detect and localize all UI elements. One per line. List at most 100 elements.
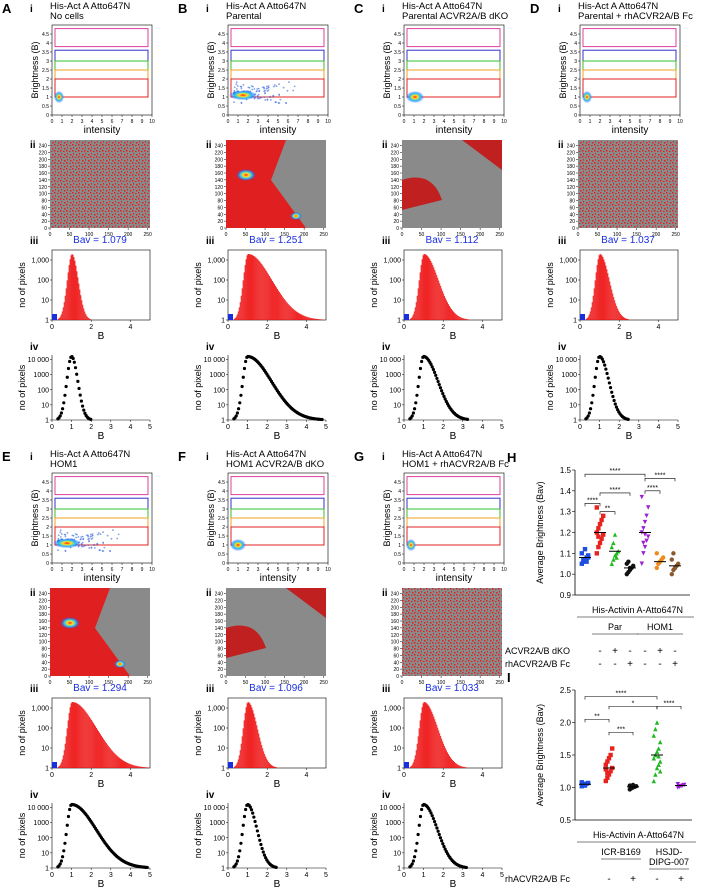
histogram-bar [266, 271, 268, 320]
scatter-dot [278, 94, 281, 96]
histogram-bar [145, 767, 146, 768]
y-tick-label: 160 [391, 619, 400, 625]
panel-title: Parental + rhACVR2A/B Fc [578, 11, 693, 22]
histogram-bar [431, 262, 433, 320]
y-tick-label: 2.5 [42, 516, 49, 522]
sign: - [655, 874, 658, 885]
histogram-bar [93, 723, 95, 768]
histogram-bar [253, 255, 255, 320]
sub-label: iv [30, 790, 39, 801]
panel-letter: G [354, 449, 364, 464]
sub-label: i [206, 4, 209, 15]
distribution-dot [242, 814, 247, 819]
histogram-bar [240, 743, 242, 768]
data-point [594, 505, 599, 510]
sub-label: i [382, 4, 385, 15]
x-axis-label: B [274, 331, 281, 342]
x-tick-label: 8 [483, 119, 486, 125]
histogram-bar [619, 312, 621, 320]
distribution-dot [240, 832, 244, 837]
x-tick-label: 0 [403, 119, 406, 125]
bav-value: Bav = 1.112 [426, 235, 479, 246]
distribution-dot [89, 417, 93, 421]
heatmap-hotspot [114, 660, 126, 668]
histogram-bar [438, 730, 440, 768]
distribution-dot [588, 407, 593, 411]
histogram-bar [243, 272, 245, 320]
sub-label: iii [206, 236, 215, 247]
y-tick-label: 4.5 [218, 480, 225, 486]
histogram-bar [430, 709, 432, 768]
histogram-bar [312, 318, 314, 320]
y-tick-label: 40 [217, 660, 223, 666]
y-tick-label: 10 [217, 402, 225, 409]
scatter-dot [265, 87, 268, 90]
y-tick-label: 10 000 [380, 805, 402, 812]
y-tick-label: 240 [39, 144, 48, 150]
distribution-dot [234, 414, 238, 418]
histogram-bar [316, 318, 318, 320]
y-tick-label: 1,000 [31, 706, 49, 713]
histogram-bar [241, 288, 243, 320]
data-point [661, 555, 666, 560]
histogram-bar [74, 260, 76, 320]
histogram-bar [265, 269, 267, 320]
x-tick-label: 4 [128, 772, 132, 779]
scatter-dot [93, 547, 96, 549]
y-tick-label: 2 [46, 77, 49, 83]
histogram-bar [320, 319, 322, 320]
x-tick-label: 6 [639, 119, 642, 125]
y-axis-label: Brightness (B) [30, 489, 40, 546]
histogram-bar [244, 713, 246, 768]
scatter-dot [64, 550, 67, 552]
scatter-dot [275, 85, 278, 88]
histogram-bar [445, 298, 447, 320]
distribution-dot [613, 402, 617, 406]
histogram-bar [234, 317, 236, 320]
sub-label: iii [206, 684, 215, 695]
histogram-bar [79, 705, 81, 768]
distribution-dot [252, 815, 256, 819]
y-tick-label: 100 [215, 192, 224, 198]
y-tick-label: 1,000 [31, 258, 49, 265]
y-tick-label: 180 [567, 164, 576, 170]
distribution-dot [610, 390, 614, 394]
y-axis-label: no of pixels [369, 812, 379, 858]
histogram-bar [463, 767, 465, 768]
histogram-bar [310, 317, 312, 320]
x-tick-label: 50 [243, 680, 249, 686]
y-tick-label: 240 [391, 592, 400, 598]
x-tick-label: 2 [441, 772, 445, 779]
histogram-bar [265, 756, 267, 768]
histogram-bar [81, 707, 83, 768]
data-point [626, 559, 631, 564]
scatter-dot [85, 534, 88, 537]
scatter-dot [259, 96, 262, 99]
y-tick-label: 140 [391, 626, 400, 632]
sub-label: i [382, 452, 385, 463]
data-point [656, 762, 661, 767]
scatter-dot [97, 532, 100, 534]
scatter-dot [64, 535, 67, 538]
scatter-dot [59, 536, 62, 538]
histogram-bar [466, 319, 468, 320]
sign: + [630, 874, 636, 885]
x-tick-label: 2 [265, 324, 269, 331]
histogram-bar [308, 317, 310, 320]
histogram-bar [423, 702, 425, 768]
histogram-bar [236, 762, 238, 768]
histogram-bar [258, 733, 260, 768]
y-tick-label: 4 [222, 489, 225, 495]
histogram-bar [608, 277, 610, 320]
y-tick-label: 4 [46, 41, 49, 47]
x-tick-label: 200 [476, 232, 485, 238]
histogram-bar [109, 748, 111, 768]
distribution-dot [611, 394, 615, 399]
sub-label: iii [382, 684, 391, 695]
scatter-dot [82, 538, 85, 541]
y-tick-label: 0 [396, 674, 399, 680]
histogram-bar [625, 318, 626, 320]
histogram-bar [74, 702, 76, 768]
histogram-bar [421, 259, 423, 320]
histogram-bar [609, 281, 611, 320]
